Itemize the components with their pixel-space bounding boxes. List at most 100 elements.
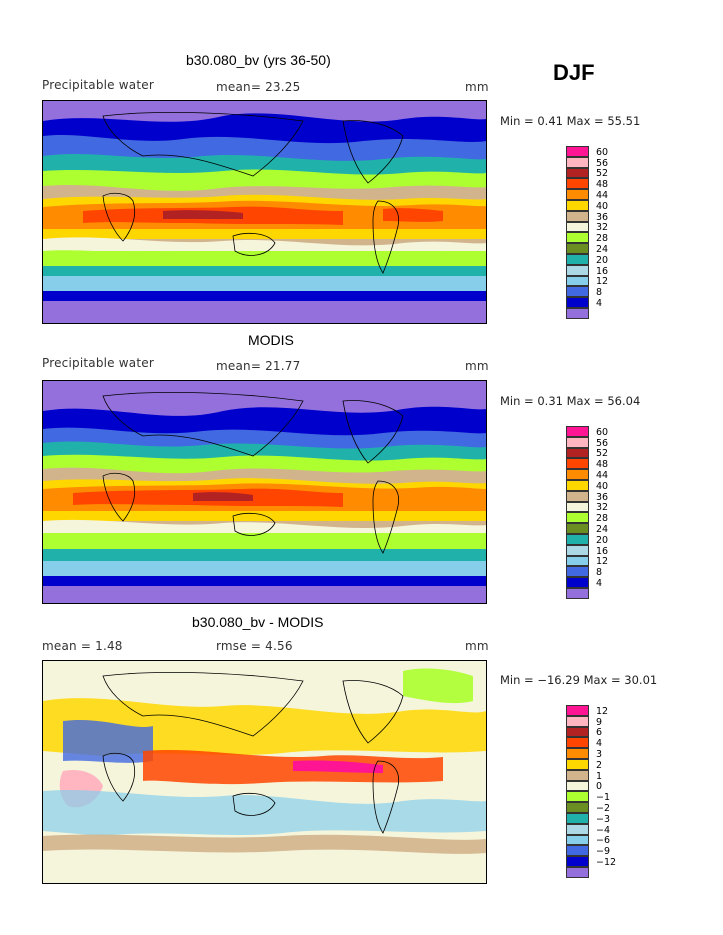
- colorbar-swatch: [566, 243, 589, 254]
- colorbar-swatch: [566, 802, 589, 813]
- panel2-minmax: Min = 0.31 Max = 56.04: [500, 394, 641, 408]
- colorbar-label: 36: [596, 491, 609, 503]
- panel2-variable-label: Precipitable water: [42, 356, 154, 370]
- colorbar-swatch: [566, 566, 589, 578]
- colorbar-swatch: [566, 737, 589, 749]
- panel3-colorbar: 12 9 6 4 3 2 1 0 −1 −2 −3 −4 −6 −9 −12: [566, 705, 626, 879]
- colorbar-swatch: [566, 577, 589, 588]
- colorbar-swatch: [566, 834, 589, 846]
- colorbar-swatch: [566, 769, 589, 781]
- colorbar-swatch: [566, 436, 589, 448]
- panel2-colorbar: 60 56 52 48 44 40 36 32 28 24 20 16 12 8 4: [566, 426, 626, 600]
- colorbar-swatch: [566, 232, 589, 244]
- colorbar-swatch: [566, 254, 589, 265]
- colorbar-label: 0: [596, 781, 603, 793]
- panel3-minmax: Min = −16.29 Max = 30.01: [500, 673, 658, 687]
- colorbar-label: 40: [596, 480, 609, 492]
- colorbar-label: 8: [596, 287, 603, 299]
- colorbar-swatch: [566, 845, 589, 857]
- colorbar-label: 24: [596, 524, 609, 535]
- colorbar-swatch: [566, 726, 589, 738]
- colorbar-swatch: [566, 856, 589, 867]
- colorbar-label: 28: [596, 513, 609, 525]
- colorbar-label: 8: [596, 567, 603, 579]
- colorbar-label: 36: [596, 211, 609, 223]
- colorbar-label: −4: [596, 824, 611, 836]
- colorbar-swatch: [566, 512, 589, 524]
- panel3-rmse-label: rmse = 4.56: [216, 639, 293, 653]
- colorbar-swatch: [566, 275, 589, 287]
- colorbar-label: 32: [596, 222, 609, 234]
- panel1-variable-label: Precipitable water: [42, 78, 154, 92]
- colorbar-label: 44: [596, 190, 609, 201]
- colorbar-swatch: [566, 823, 589, 835]
- colorbar-label: 12: [596, 705, 609, 717]
- colorbar-swatch: [566, 458, 589, 470]
- colorbar-label: 60: [596, 426, 609, 438]
- colorbar-swatch: [566, 715, 589, 727]
- colorbar-label: 28: [596, 233, 609, 245]
- colorbar-label: 16: [596, 545, 609, 557]
- colorbar-label: 4: [596, 578, 603, 589]
- colorbar-swatch: [566, 178, 589, 190]
- colorbar-label: 44: [596, 470, 609, 481]
- colorbar-label: −1: [596, 792, 611, 804]
- panel3-map-svg: [43, 661, 486, 883]
- colorbar-label: 60: [596, 146, 609, 158]
- colorbar-label: 40: [596, 200, 609, 212]
- colorbar-swatch: [566, 286, 589, 298]
- panel2-map-svg: [43, 381, 486, 603]
- colorbar-label: 20: [596, 254, 609, 266]
- panel1-map: [42, 100, 487, 324]
- colorbar-label: 16: [596, 265, 609, 277]
- panel1-units-label: mm: [465, 80, 489, 94]
- colorbar-label: 48: [596, 179, 609, 191]
- panel3-title: b30.080_bv - MODIS: [192, 614, 324, 630]
- colorbar-swatch: [566, 297, 589, 308]
- panel2-map: [42, 380, 487, 604]
- colorbar-label: 1: [596, 770, 603, 782]
- colorbar-swatch: [566, 264, 589, 276]
- panel2-mean-label: mean= 21.77: [216, 359, 301, 373]
- colorbar-label: 2: [596, 759, 603, 771]
- colorbar-swatch: [566, 490, 589, 502]
- colorbar-swatch: [566, 544, 589, 556]
- colorbar-swatch: [566, 705, 589, 716]
- colorbar-swatch: [566, 523, 589, 534]
- colorbar-swatch: [566, 748, 589, 759]
- colorbar-label: −9: [596, 846, 611, 858]
- colorbar-swatch: [566, 534, 589, 545]
- colorbar-label: 12: [596, 276, 609, 288]
- colorbar-swatch: [566, 167, 589, 179]
- colorbar-label: 24: [596, 244, 609, 255]
- colorbar-label: −12: [596, 857, 617, 868]
- colorbar-label: 56: [596, 437, 609, 449]
- colorbar-swatch: [566, 189, 589, 200]
- colorbar-swatch: [566, 447, 589, 459]
- colorbar-swatch: [566, 555, 589, 567]
- colorbar-swatch: [566, 813, 589, 824]
- panel3-map: [42, 660, 487, 884]
- colorbar-swatch: [566, 210, 589, 222]
- colorbar-label: 3: [596, 749, 603, 760]
- colorbar-swatch: [566, 780, 589, 792]
- colorbar-label: 20: [596, 534, 609, 546]
- colorbar-label: 56: [596, 157, 609, 169]
- colorbar-swatch: [566, 759, 589, 770]
- panel1-mean-label: mean= 23.25: [216, 80, 301, 94]
- colorbar-label: 52: [596, 448, 609, 460]
- colorbar-label: 32: [596, 502, 609, 514]
- panel1-minmax: Min = 0.41 Max = 55.51: [500, 114, 641, 128]
- colorbar-swatch: [566, 791, 589, 803]
- colorbar-swatch: [566, 588, 589, 599]
- colorbar-swatch: [566, 469, 589, 480]
- panel3-units-label: mm: [465, 639, 489, 653]
- colorbar-label: 4: [596, 738, 603, 750]
- panel1-title: b30.080_bv (yrs 36-50): [186, 52, 331, 68]
- panel1-map-svg: [43, 101, 486, 323]
- colorbar-label: 48: [596, 459, 609, 471]
- colorbar-swatch: [566, 146, 589, 157]
- colorbar-label: 9: [596, 716, 603, 728]
- colorbar-swatch: [566, 867, 589, 878]
- colorbar-swatch: [566, 221, 589, 233]
